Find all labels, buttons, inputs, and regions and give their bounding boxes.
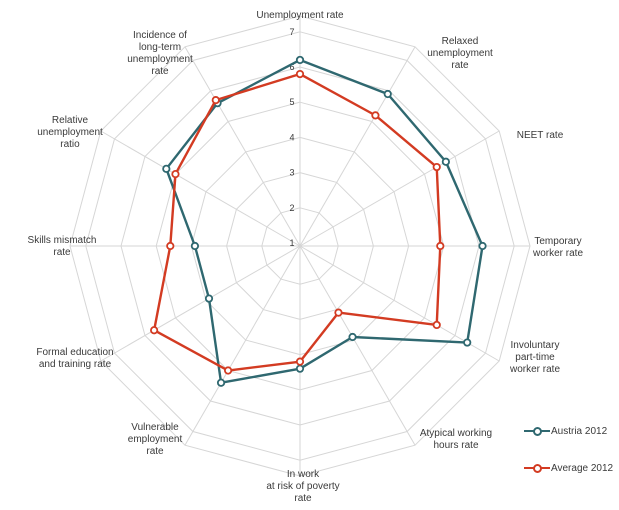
legend-austria-label: Austria 2012 bbox=[551, 425, 608, 437]
radial-tick-label: 1 bbox=[289, 238, 294, 248]
data-point bbox=[295, 69, 305, 79]
axis-label-line: unemployment bbox=[127, 54, 193, 65]
radar-grid bbox=[69, 15, 531, 477]
data-point bbox=[224, 366, 233, 375]
axis-label-line: Relative bbox=[52, 115, 89, 126]
grid-spoke bbox=[184, 245, 301, 446]
axis-label-line: Incidence of bbox=[133, 30, 187, 41]
axis-label: Relative unemployment ratio bbox=[37, 115, 103, 150]
data-point bbox=[463, 338, 472, 347]
axis-label-line: hours rate bbox=[433, 440, 478, 451]
data-point bbox=[204, 294, 214, 303]
axis-label: NEET rate bbox=[517, 130, 564, 141]
data-point bbox=[478, 241, 487, 251]
axis-label-line: Formal education bbox=[36, 347, 113, 358]
series-line-1 bbox=[152, 72, 442, 372]
axis-label-line: rate bbox=[451, 60, 469, 71]
axis-label: Vulnerable employment rate bbox=[128, 422, 183, 457]
data-point bbox=[190, 241, 200, 251]
axis-label: Skills mismatch rate bbox=[28, 235, 97, 258]
data-point bbox=[166, 241, 175, 251]
axis-label-line: Vulnerable bbox=[131, 422, 179, 433]
data-point bbox=[295, 55, 305, 65]
axis-label: In work at risk of poverty rate bbox=[266, 469, 339, 504]
axis-label-line: employment bbox=[128, 434, 183, 445]
axis-label: Unemployment rate bbox=[256, 10, 344, 21]
grid-spoke bbox=[100, 245, 301, 362]
data-point bbox=[348, 332, 357, 342]
legend-item-average: Average 2012 bbox=[524, 462, 613, 474]
legend-item-austria: Austria 2012 bbox=[524, 425, 607, 437]
axis-label-line: unemployment bbox=[37, 127, 103, 138]
axis-label-line: Skills mismatch bbox=[28, 235, 97, 246]
axis-label-line: rate bbox=[146, 446, 164, 457]
radial-tick-labels: 1 2 3 4 5 6 7 bbox=[289, 27, 294, 248]
axis-label-line: part-time bbox=[515, 352, 555, 363]
data-point bbox=[211, 96, 220, 105]
axis-label-line: Temporary bbox=[534, 236, 581, 247]
radial-tick-label: 2 bbox=[289, 203, 294, 213]
axis-label: Atypical working hours rate bbox=[420, 428, 492, 451]
radial-tick-label: 6 bbox=[289, 62, 294, 72]
data-point bbox=[295, 364, 305, 373]
axis-label-line: long-term bbox=[139, 42, 181, 53]
axis-label: Relaxed unemployment rate bbox=[427, 36, 493, 71]
data-point bbox=[334, 308, 343, 317]
axis-label-line: Unemployment rate bbox=[256, 10, 344, 21]
legend-average-label: Average 2012 bbox=[551, 462, 614, 474]
radial-tick-label: 5 bbox=[289, 97, 294, 107]
axis-label: Formal education and training rate bbox=[36, 347, 113, 370]
axis-label-line: Atypical working bbox=[420, 428, 492, 439]
data-point bbox=[171, 170, 180, 179]
axis-label-line: Involuntary bbox=[511, 340, 560, 351]
axis-label-line: In work bbox=[287, 469, 320, 480]
legend-austria-marker-icon bbox=[524, 425, 550, 437]
grid-spoke bbox=[299, 130, 500, 247]
grid-spoke bbox=[100, 130, 301, 247]
grid-spoke bbox=[184, 46, 301, 247]
axis-label-line: worker rate bbox=[532, 248, 583, 259]
data-point bbox=[295, 357, 305, 366]
axis-label-line: NEET rate bbox=[517, 130, 564, 141]
radial-tick-label: 7 bbox=[289, 27, 294, 37]
axis-label-line: rate bbox=[294, 493, 312, 504]
axis-label: Incidence of long-term unemployment rate bbox=[127, 30, 193, 77]
data-point bbox=[441, 157, 450, 166]
radial-tick-label: 3 bbox=[289, 168, 294, 178]
axis-label-line: Relaxed bbox=[442, 36, 479, 47]
data-point bbox=[432, 162, 441, 172]
axis-label-line: unemployment bbox=[427, 48, 493, 59]
axis-label-line: at risk of poverty bbox=[266, 481, 339, 492]
data-point bbox=[383, 89, 392, 99]
data-point bbox=[436, 241, 445, 251]
axis-label-line: and training rate bbox=[39, 359, 112, 370]
data-point bbox=[371, 111, 380, 120]
axis-label: Involuntary part-time worker rate bbox=[509, 340, 560, 375]
legend-average-marker-icon bbox=[524, 462, 550, 474]
data-point bbox=[150, 326, 159, 335]
axis-label: Temporary worker rate bbox=[532, 236, 583, 259]
axis-label-line: rate bbox=[151, 66, 169, 77]
data-point bbox=[216, 378, 226, 387]
axis-label-line: worker rate bbox=[509, 364, 560, 375]
data-point bbox=[162, 164, 171, 173]
grid-spoke bbox=[299, 245, 416, 446]
series-layer bbox=[150, 55, 487, 387]
axis-label-line: ratio bbox=[60, 139, 80, 150]
grid-spoke bbox=[299, 46, 416, 247]
radial-tick-label: 4 bbox=[289, 132, 294, 142]
data-point bbox=[432, 320, 441, 330]
axis-label-line: rate bbox=[53, 247, 71, 258]
